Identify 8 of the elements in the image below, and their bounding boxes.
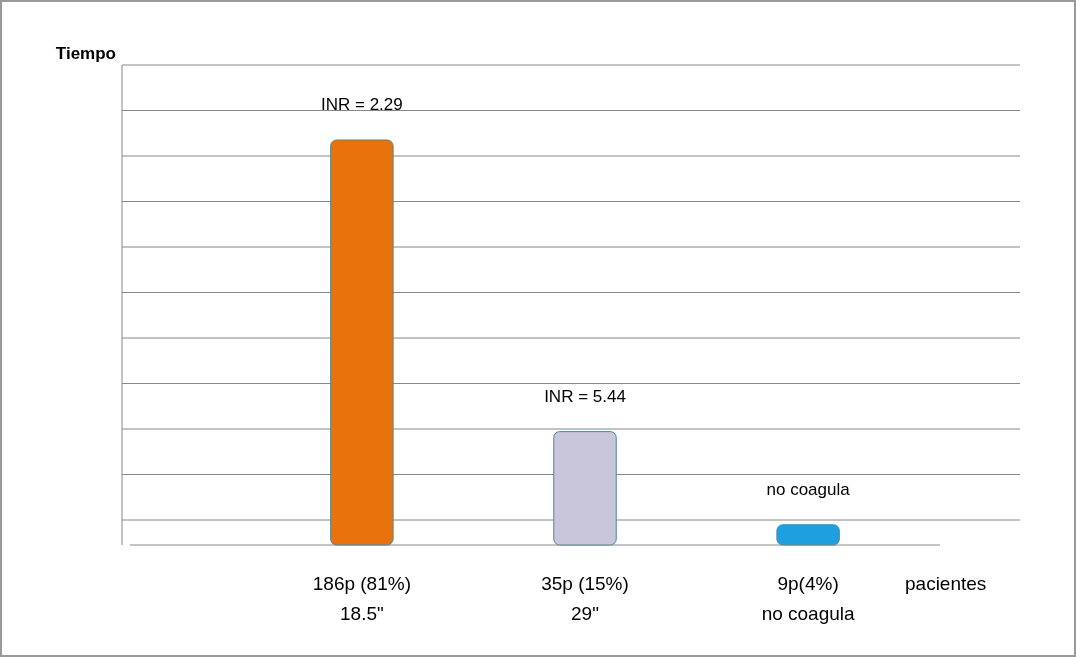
annotation: no coagula [766, 479, 851, 499]
annotation: INR = 5.44 [544, 386, 626, 406]
x-tick-label: 186p (81%) 18.5" [312, 573, 411, 624]
x-axis-title: pacientes [905, 573, 987, 594]
x-tick-label: 9p(4%) no coagula [761, 573, 856, 624]
y-axis-title: Tiempo [55, 44, 116, 63]
x-tick-label: 35p (15%) 29" [541, 573, 629, 624]
text: INR = 2.29 [321, 95, 403, 114]
